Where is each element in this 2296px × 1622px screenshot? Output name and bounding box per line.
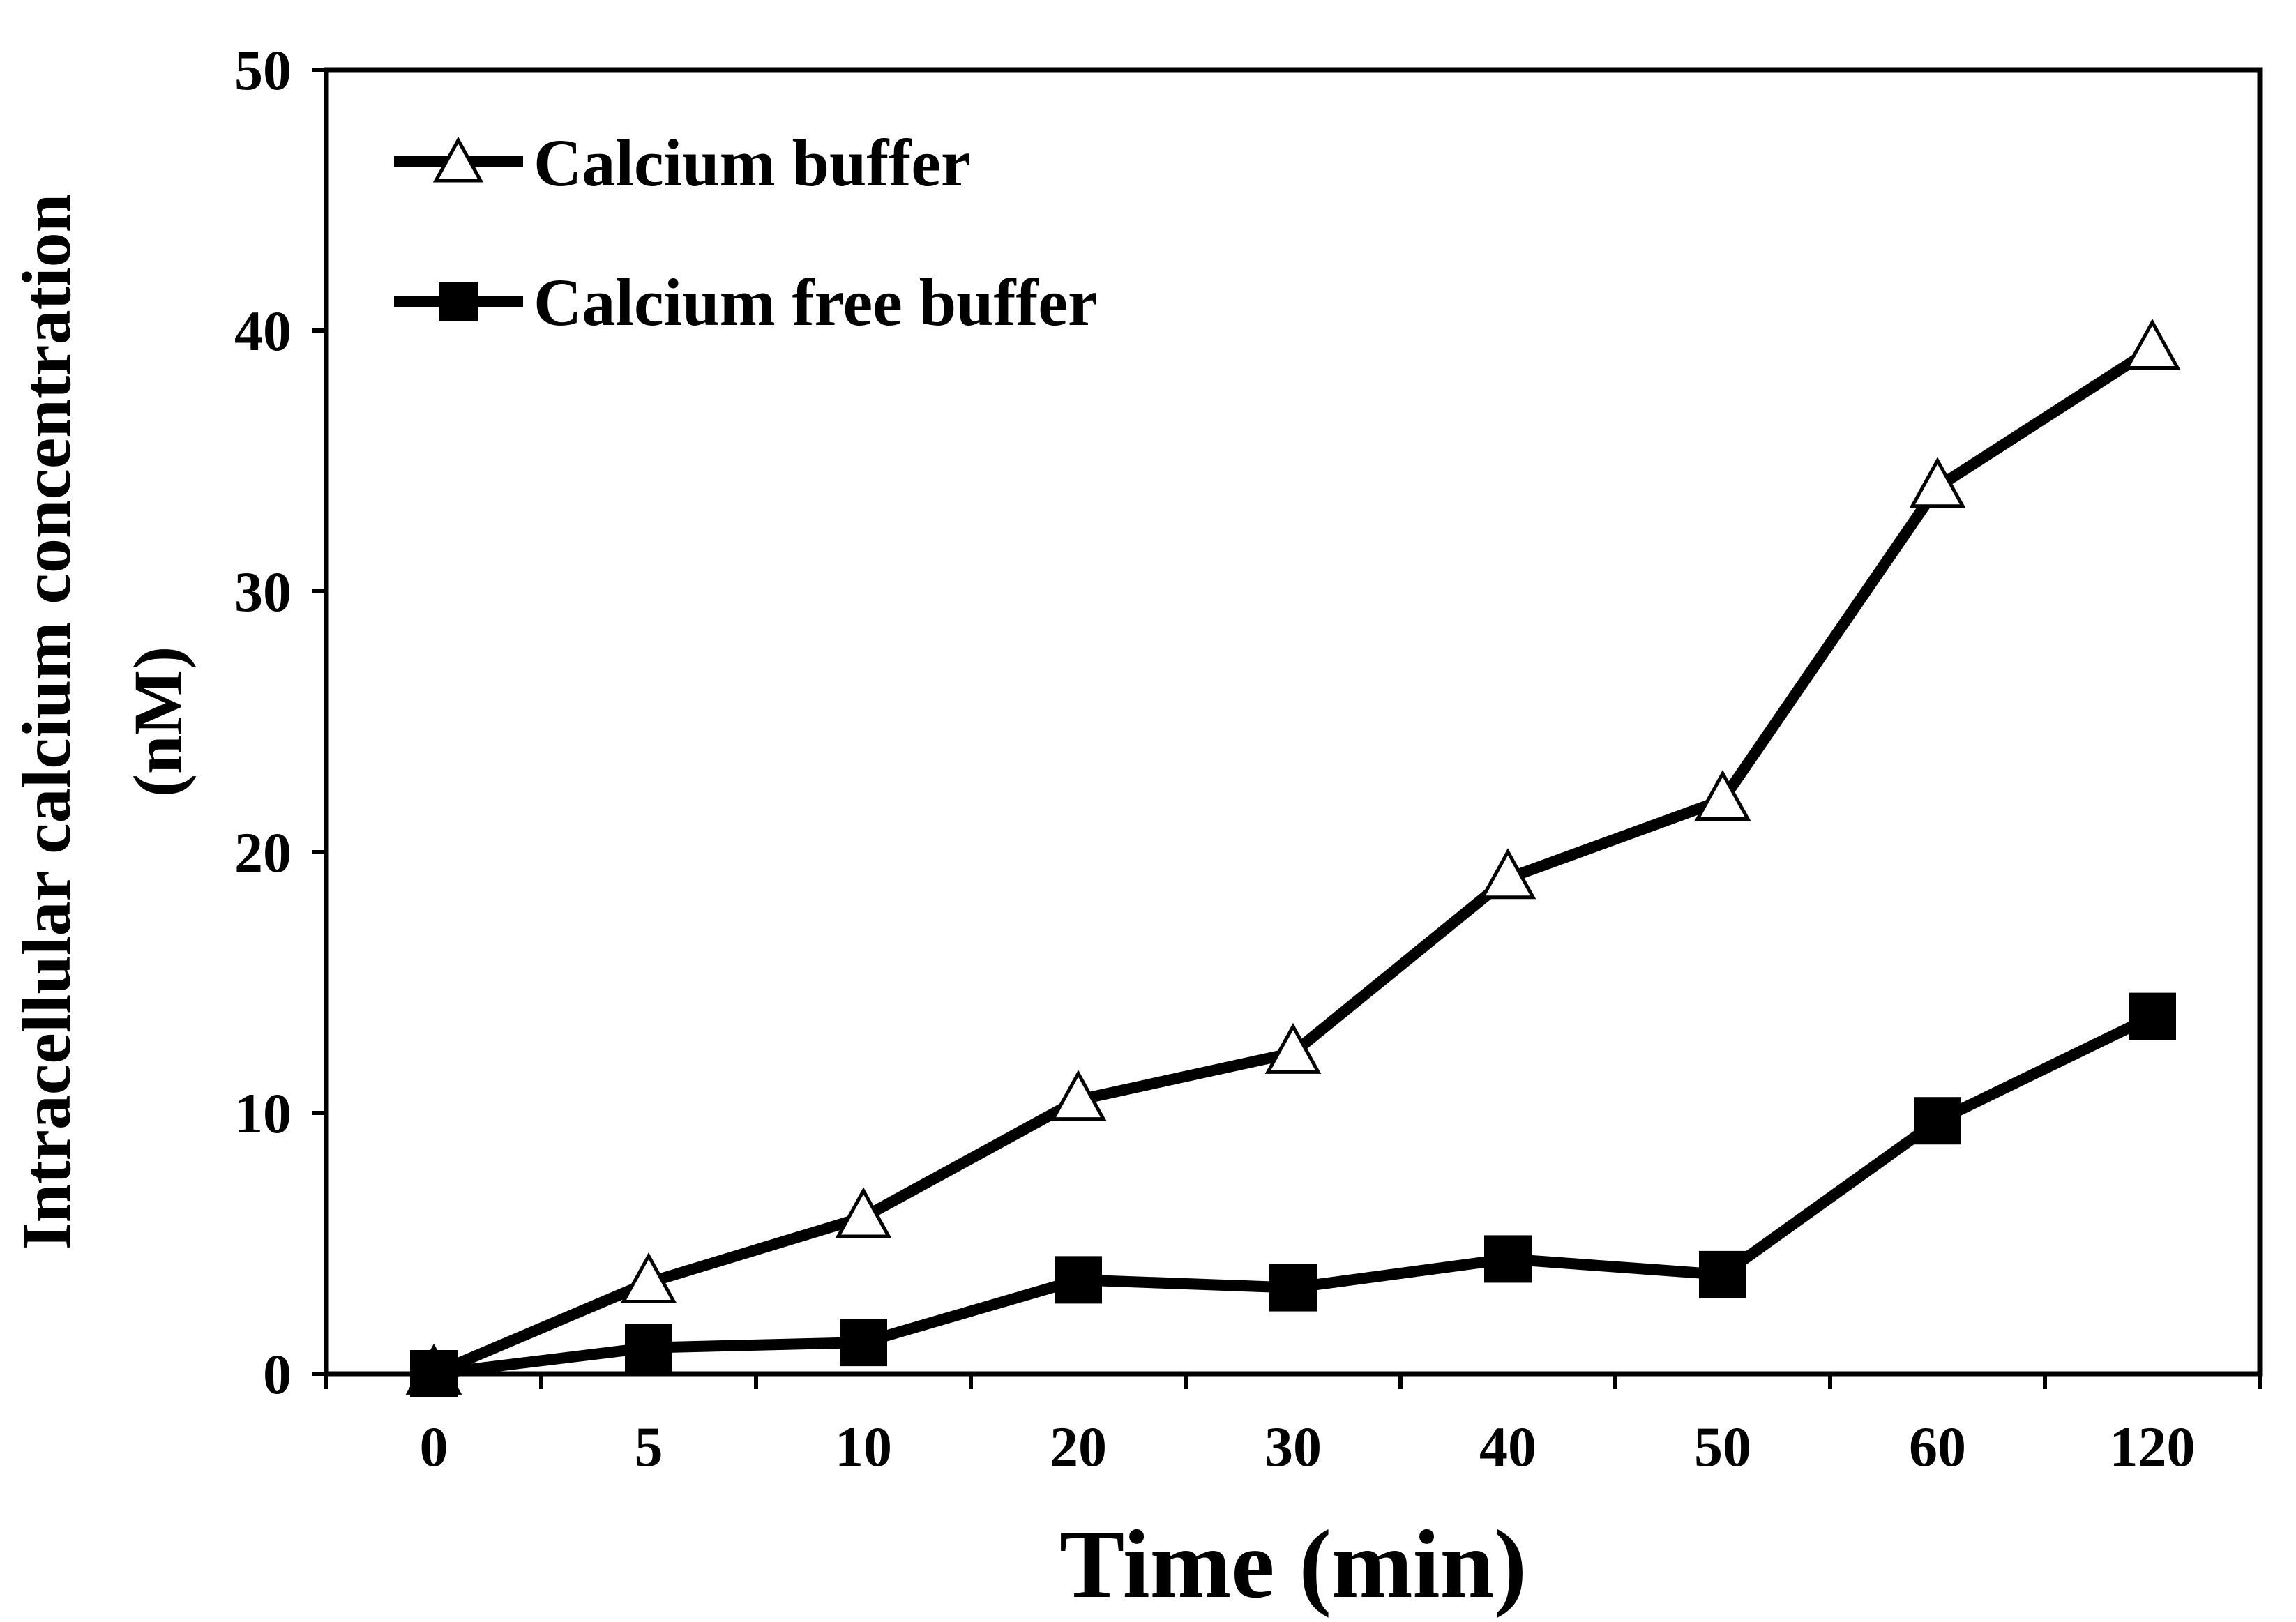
point-calcium-free-buffer-5 [625,1324,672,1372]
y-tick-label: 40 [234,299,292,363]
point-calcium-buffer-5 [620,1252,677,1303]
y-tick-label: 10 [234,1082,292,1145]
legend: Calcium buffer Calcium free buffer [394,126,1098,340]
y-tick-label: 0 [263,1342,292,1406]
y-axis-title: Intracellular calcium concentration (nM) [8,194,197,1250]
x-axis-ticks: 0 5 10 20 30 40 50 60 120 [324,1374,2262,1478]
point-calcium-free-buffer-30 [1269,1264,1317,1312]
plot-frame [324,67,2263,1377]
point-calcium-buffer-30 [1264,1022,1322,1074]
series-line-calcium-buffer [428,343,2158,1379]
point-calcium-buffer-40 [1479,848,1536,900]
legend-label-calcium-free-buffer: Calcium free buffer [534,265,1098,340]
point-calcium-free-buffer-120 [2129,992,2176,1040]
point-calcium-free-buffer-20 [1055,1256,1102,1304]
x-tick-label: 40 [1479,1415,1536,1478]
point-calcium-free-buffer-60 [1914,1097,1961,1145]
point-calcium-buffer-10 [835,1187,892,1238]
point-calcium-buffer-60 [1909,457,1966,508]
x-tick-label: 50 [1694,1415,1751,1478]
legend-label-calcium-buffer: Calcium buffer [534,126,971,200]
y-tick-label: 20 [234,821,292,884]
legend-item-calcium-buffer: Calcium buffer [394,126,971,200]
legend-marker-square-icon [439,282,478,321]
x-tick-label: 20 [1050,1415,1107,1478]
x-tick-label: 10 [835,1415,892,1478]
point-calcium-free-buffer-10 [840,1319,887,1367]
y-tick-label: 50 [234,38,292,102]
y-axis-ticks: 0 10 20 30 40 50 [234,38,326,1406]
x-tick-label: 5 [635,1415,663,1478]
y-tick-label: 30 [234,560,292,623]
point-calcium-buffer-20 [1050,1070,1107,1121]
x-tick-label: 120 [2110,1415,2196,1478]
legend-marker-triangle-icon [432,136,484,183]
point-calcium-buffer-120 [2124,319,2181,370]
series-layer [405,319,2181,1397]
y-axis-title-line1: Intracellular calcium concentration [8,194,85,1250]
legend-item-calcium-free-buffer: Calcium free buffer [394,265,1098,340]
x-tick-label: 60 [1909,1415,1966,1478]
x-axis-title: Time (min) [1059,1510,1527,1619]
x-tick-label: 30 [1264,1415,1322,1478]
x-tick-label: 0 [420,1415,448,1478]
point-calcium-free-buffer-50 [1699,1250,1746,1298]
point-calcium-free-buffer-40 [1484,1235,1532,1283]
point-calcium-free-buffer-0 [410,1350,458,1397]
point-calcium-buffer-50 [1694,770,1751,821]
y-axis-title-line2: (nM) [119,646,197,798]
